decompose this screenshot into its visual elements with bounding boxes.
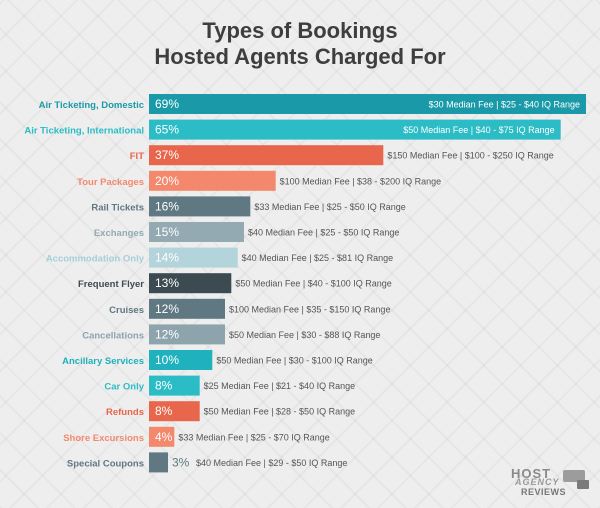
bar-row: Shore Excursions 4% $33 Median Fee | $25 -… <box>63 426 330 447</box>
fee-note: $150 Median Fee | $100 - $250 IQ Range <box>387 151 553 161</box>
fee-note: $100 Median Fee | $38 - $200 IQ Range <box>280 176 441 186</box>
bar <box>149 426 175 447</box>
bar-row: Rail Tickets 16% $33 Median Fee | $25 - $5… <box>91 196 406 217</box>
bar-row: FIT 37% $150 Median Fee | $100 - $250 IQ R… <box>130 145 554 166</box>
fee-note: $50 Median Fee | $30 - $100 IQ Range <box>216 356 372 366</box>
value-label: 8% <box>155 379 173 393</box>
bar <box>149 196 251 217</box>
fee-note: $40 Median Fee | $29 - $50 IQ Range <box>196 458 347 468</box>
value-label: 12% <box>155 327 179 341</box>
fee-note: $30 Median Fee | $25 - $40 IQ Range <box>429 100 580 110</box>
fee-note: $25 Median Fee | $21 - $40 IQ Range <box>204 381 355 391</box>
category-label: Refunds <box>106 407 144 418</box>
category-label: Cancellations <box>82 330 144 341</box>
value-label: 14% <box>155 251 179 265</box>
host-agency-reviews-logo: HOST AGENCY REVIEWS <box>511 466 591 500</box>
chart-title-line-2: Hosted Agents Charged For <box>154 44 446 69</box>
logo-line-1: HOST <box>511 466 552 481</box>
category-label: FIT <box>130 151 144 162</box>
value-label: 13% <box>155 276 179 290</box>
bar <box>149 170 276 191</box>
bar-row: Cruises 12% $100 Median Fee | $35 - $150 I… <box>109 298 390 319</box>
bar-row: Accommodation Only 14% $40 Median Fee | $2… <box>46 247 393 268</box>
bar-row: Ancillary Services 10% $50 Median Fee | $3… <box>62 350 373 370</box>
value-label: 16% <box>155 199 179 213</box>
fee-note: $50 Median Fee | $40 - $100 IQ Range <box>235 279 391 289</box>
bar-row: Cancellations 12% $50 Median Fee | $30 - $… <box>82 324 380 345</box>
bar <box>149 324 225 345</box>
bar-row: Air Ticketing, Domestic 69% $30 Median Fee… <box>39 94 586 114</box>
speech-bubble-small-icon <box>577 480 589 489</box>
value-label: 15% <box>155 225 179 239</box>
logo-line-2: AGENCY <box>515 477 560 487</box>
bar <box>149 401 200 422</box>
bar-row: Frequent Flyer 13% $50 Median Fee | $40 - … <box>78 273 392 294</box>
bar-row: Exchanges 15% $40 Median Fee | $25 - $50 I… <box>94 222 399 242</box>
value-label: 12% <box>155 302 179 316</box>
bar-row: Special Coupons 3% $40 Median Fee | $29 - … <box>67 452 347 473</box>
category-label: Tour Packages <box>77 177 144 188</box>
bar <box>149 247 238 268</box>
fee-note: $50 Median Fee | $30 - $88 IQ Range <box>229 330 380 340</box>
value-label: 20% <box>155 174 179 188</box>
bar <box>149 94 586 114</box>
bar-row: Refunds 8% $50 Median Fee | $28 - $50 IQ R… <box>106 401 355 422</box>
bar-row: Tour Packages 20% $100 Median Fee | $38 - … <box>77 170 441 191</box>
category-label: Shore Excursions <box>63 433 144 444</box>
fee-note: $33 Median Fee | $25 - $50 IQ Range <box>254 202 405 212</box>
bar <box>149 375 200 396</box>
category-label: Ancillary Services <box>62 356 144 367</box>
bar <box>149 222 244 242</box>
bar <box>149 273 232 294</box>
category-label: Special Coupons <box>67 458 144 469</box>
fee-note: $33 Median Fee | $25 - $70 IQ Range <box>178 432 329 442</box>
bar <box>149 350 213 370</box>
value-label: 65% <box>155 123 179 137</box>
bar <box>149 145 384 166</box>
category-label: Frequent Flyer <box>78 279 144 290</box>
fee-note: $100 Median Fee | $35 - $150 IQ Range <box>229 304 390 314</box>
logo-line-3: REVIEWS <box>521 487 567 497</box>
value-label: 69% <box>155 97 179 111</box>
speech-bubble-icon <box>563 470 585 482</box>
value-label: 4% <box>155 430 173 444</box>
category-label: Air Ticketing, International <box>24 126 144 137</box>
chart-title-line-1: Types of Bookings <box>202 18 398 43</box>
category-label: Exchanges <box>94 228 144 239</box>
fee-note: $50 Median Fee | $40 - $75 IQ Range <box>403 125 554 135</box>
fee-note: $50 Median Fee | $28 - $50 IQ Range <box>204 407 355 417</box>
value-label: 10% <box>155 353 179 367</box>
value-label: 3% <box>172 455 190 469</box>
fee-note: $40 Median Fee | $25 - $81 IQ Range <box>242 253 393 263</box>
category-label: Air Ticketing, Domestic <box>39 100 144 111</box>
bar <box>149 452 168 473</box>
bar-row: Air Ticketing, International 65% $50 Media… <box>24 119 561 140</box>
bar <box>149 298 225 319</box>
value-label: 37% <box>155 148 179 162</box>
chart-title: Types of Bookings Hosted Agents Charged … <box>0 18 600 70</box>
bar <box>149 119 561 140</box>
fee-note: $40 Median Fee | $25 - $50 IQ Range <box>248 228 399 238</box>
category-label: Accommodation Only <box>46 254 145 265</box>
category-label: Car Only <box>104 382 144 393</box>
value-label: 8% <box>155 404 173 418</box>
category-label: Cruises <box>109 305 144 316</box>
category-label: Rail Tickets <box>91 202 144 213</box>
bar-row: Car Only 8% $25 Median Fee | $21 - $40 IQ … <box>104 375 355 396</box>
